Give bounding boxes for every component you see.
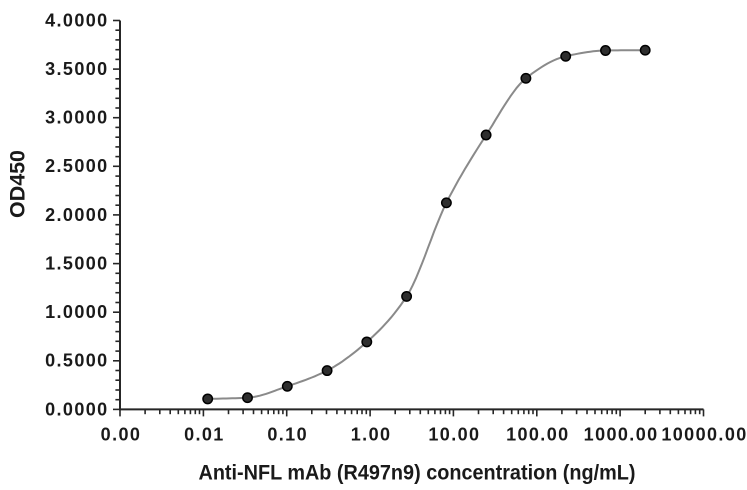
svg-text:OD450: OD450 bbox=[7, 150, 30, 218]
svg-text:1.0000: 1.0000 bbox=[45, 302, 108, 322]
svg-text:1000.00: 1000.00 bbox=[584, 425, 659, 445]
svg-text:0.5000: 0.5000 bbox=[45, 351, 108, 371]
svg-text:Anti-NFL mAb (R497n9) concentr: Anti-NFL mAb (R497n9) concentration (ng/… bbox=[199, 462, 636, 485]
svg-text:3.5000: 3.5000 bbox=[45, 59, 108, 79]
svg-text:0.00: 0.00 bbox=[101, 425, 142, 445]
svg-text:1.00: 1.00 bbox=[351, 425, 392, 445]
svg-text:1.5000: 1.5000 bbox=[45, 254, 108, 274]
svg-text:10000.00: 10000.00 bbox=[661, 425, 747, 445]
svg-text:0.0000: 0.0000 bbox=[45, 399, 108, 419]
svg-text:4.0000: 4.0000 bbox=[45, 10, 108, 30]
svg-text:2.0000: 2.0000 bbox=[45, 205, 108, 225]
svg-text:100.00: 100.00 bbox=[506, 425, 569, 445]
svg-text:2.5000: 2.5000 bbox=[45, 156, 108, 176]
svg-text:0.10: 0.10 bbox=[267, 425, 308, 445]
svg-text:0.01: 0.01 bbox=[184, 425, 225, 445]
svg-text:3.0000: 3.0000 bbox=[45, 108, 108, 128]
svg-text:10.00: 10.00 bbox=[428, 425, 480, 445]
